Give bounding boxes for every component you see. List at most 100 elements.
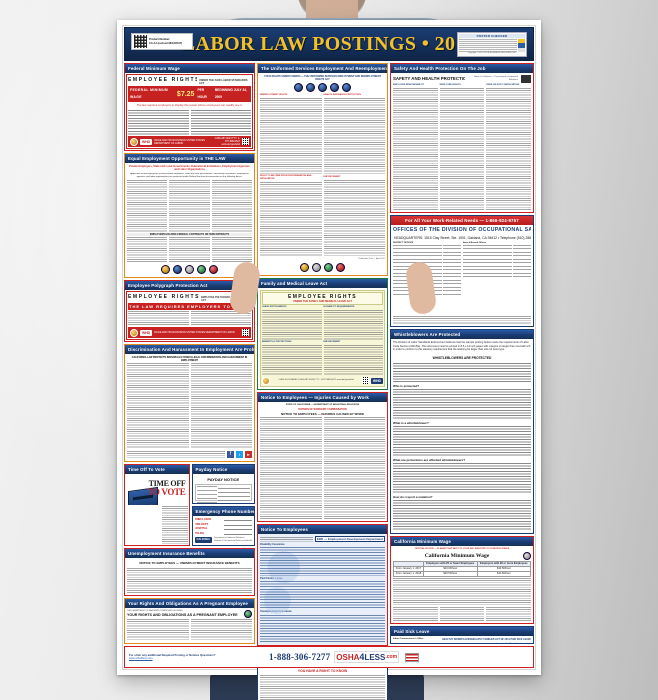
eppa-body-col1 xyxy=(128,311,189,326)
emergency-input[interactable] xyxy=(224,527,252,531)
footer-phone-number[interactable]: 1-888-306-7277 xyxy=(269,652,331,662)
eppa-headline: EMPLOYEE RIGHTS xyxy=(128,294,200,300)
ui-heading: NOTICE TO EMPLOYEES — UNEMPLOYMENT INSUR… xyxy=(139,561,240,565)
amer-body xyxy=(260,675,385,700)
nte-section-heading: Disability Insurance xyxy=(260,543,285,546)
dol-seal-icon xyxy=(262,376,270,385)
shp-body-col3 xyxy=(486,88,532,210)
wb-intro: The Division of Labor Standards Enforcem… xyxy=(393,341,531,352)
cmw-foot-col1 xyxy=(393,607,438,621)
poster-footer: For other any additional Required Postin… xyxy=(124,646,534,668)
wb-question: What are protections are afforded whistl… xyxy=(393,457,466,462)
osha-dir-heading: OFFICES OF THE DIVISION OF OCCUPATIONAL … xyxy=(393,227,531,233)
payday-field-input[interactable] xyxy=(218,502,250,503)
payday-field-label xyxy=(196,494,217,497)
flag-icon xyxy=(405,652,420,662)
labor-law-poster[interactable]: Product Number: CA-A1 (revised 06/12/201… xyxy=(117,20,541,700)
payday-field-label xyxy=(196,490,217,493)
panel-safety-and-health-protection-on-the-job[interactable]: Safety And Health Protection On The Job … xyxy=(390,63,534,213)
shp-section-heading: FREE ON-SITE CONSULTATION xyxy=(486,84,520,86)
panel-title: Notice To Employees xyxy=(258,525,387,534)
qr-code-icon xyxy=(242,138,249,145)
panel-payday-notice[interactable]: Payday Notice PAYDAY NOTICE xyxy=(191,464,255,504)
emergency-input[interactable] xyxy=(224,523,252,526)
panel-family-and-medical-leave-act[interactable]: Family and Medical Leave Act EMPLOYEE RI… xyxy=(257,278,388,390)
userra-footer: Publication Date — April 2017 xyxy=(358,258,385,261)
injury-subheading: DIVISION OF WORKERS' COMPENSATION xyxy=(298,408,347,411)
eppa-agency-text: WAGE AND HOUR DIVISION UNITED STATES DEP… xyxy=(154,331,235,334)
panel-title: Whistleblowers Are Protected xyxy=(391,330,533,339)
nte-intro xyxy=(260,536,313,542)
footer-link[interactable]: www.osha4less.com xyxy=(129,657,153,661)
panel-pregnant-employee-rights[interactable]: Your Rights And Obligations As A Pregnan… xyxy=(124,598,255,644)
payday-field-label xyxy=(196,502,217,503)
osha-dir-address: HEADQUARTERS: 1515 Clay Street, Ste. 190… xyxy=(394,236,531,240)
eeo-body2-col3 xyxy=(211,237,252,263)
military-branch-icon xyxy=(330,83,339,93)
userra-icon-row xyxy=(260,82,385,93)
fmla-section-heading: LEAVE ENTITLEMENTS xyxy=(262,306,287,309)
userra-body-col2 xyxy=(323,98,385,176)
wb-question: What is a whistleblower? xyxy=(393,420,429,425)
fmw-note: The law requires employers to display th… xyxy=(136,103,243,107)
injury-body-col1 xyxy=(260,417,322,519)
qr-code-icon xyxy=(242,329,249,336)
userra-heading: YOUR RIGHTS UNDER USERRA — THE UNIFORMED… xyxy=(264,75,381,82)
emergency-label: POLICE xyxy=(194,531,205,535)
youtube-icon[interactable]: ► xyxy=(245,451,252,458)
panel-unemployment-insurance-benefits[interactable]: Unemployment Insurance Benefits NOTICE T… xyxy=(124,548,255,596)
panel-federal-minimum-wage[interactable]: Federal Minimum Wage EMPLOYEE RIGHTS UND… xyxy=(124,63,255,151)
fmw-headline: EMPLOYEE RIGHTS xyxy=(128,77,197,83)
qr-code-icon xyxy=(134,35,147,48)
product-number-line2: CA-A1 (revised 06/12/2017) xyxy=(149,41,183,45)
logo-less-text: LESS xyxy=(364,652,386,662)
fmw-agency-text: WAGE AND HOUR DIVISION UNITED STATES DEP… xyxy=(154,138,205,145)
payday-field-input[interactable] xyxy=(217,498,250,501)
cmw-foot-col2 xyxy=(439,607,485,621)
fmla-body-col1 xyxy=(262,310,322,341)
panel-notice-injuries-caused-by-work[interactable]: Notice to Employees — Injuries Caused by… xyxy=(257,392,388,522)
fmla-body-col1b xyxy=(262,345,322,375)
panel-uniformed-services-userra[interactable]: The Uniformed Services Employment And Re… xyxy=(257,63,388,276)
pregnant-body-col2 xyxy=(190,619,252,641)
cmw-cell: $10.50/hour xyxy=(422,571,478,577)
pregnant-heading: YOUR RIGHTS AND OBLIGATIONS AS A PREGNAN… xyxy=(127,613,238,617)
payday-field-input[interactable] xyxy=(217,490,250,493)
panel-time-off-to-vote[interactable]: Time Off To Vote TIME OFF TO VOTE xyxy=(124,464,190,546)
dol-seal-icon xyxy=(300,263,309,272)
payday-field-input[interactable] xyxy=(217,486,250,489)
whd-badge: WHD xyxy=(370,377,383,384)
fmla-section-heading: BENEFITS & PROTECTIONS xyxy=(262,341,292,344)
emergency-input[interactable] xyxy=(224,518,252,522)
panel-paid-sick-leave[interactable]: Paid Sick Leave Labor Commissioner's Off… xyxy=(390,626,534,644)
panel-whistleblowers-are-protected[interactable]: Whistleblowers Are Protected The Divisio… xyxy=(390,329,534,534)
emergency-input[interactable] xyxy=(224,532,252,535)
panel-equal-employment-opportunity[interactable]: Equal Employment Opportunity is THE LAW … xyxy=(124,153,255,278)
ofccp-seal-icon xyxy=(185,265,194,274)
userra-section-heading: RIGHT TO BE FREE FROM DISCRIMINATION AND… xyxy=(260,174,312,180)
whd-badge: WHD xyxy=(140,138,153,145)
cmw-body xyxy=(393,578,531,606)
facebook-icon[interactable]: f xyxy=(227,451,234,458)
dol-seal-icon xyxy=(130,137,138,146)
panel-title: Your Rights And Obligations As A Pregnan… xyxy=(125,599,254,608)
fmw-headline-sub: UNDER THE FAIR LABOR STANDARDS ACT xyxy=(198,79,248,85)
payday-field-input[interactable] xyxy=(217,494,250,497)
panel-emergency-phone-numbers[interactable]: Emergency Phone Numbers AMBULANCE FIRE D… xyxy=(191,506,255,546)
osha-dir-col2: Area & Branch Offices xyxy=(463,242,531,315)
shp-body-col1 xyxy=(393,88,438,210)
payday-field-label xyxy=(196,498,217,501)
osha4less-logo[interactable]: OSHA 4 LESS .com xyxy=(334,651,400,663)
emergency-label: HOSPITAL xyxy=(194,527,208,531)
military-branch-icon xyxy=(306,83,315,93)
panel-title: The Uniformed Services Employment And Re… xyxy=(258,64,387,73)
payday-form[interactable] xyxy=(194,484,252,503)
nte-body1 xyxy=(260,547,385,576)
fmw-wage-value: $7.25 xyxy=(176,90,195,98)
nte-body3 xyxy=(260,614,385,644)
panel-california-minimum-wage[interactable]: California Minimum Wage OFFICIAL NOTICE … xyxy=(390,536,534,624)
panel-notice-to-employees[interactable]: Notice To Employees EDD — Employment Dev… xyxy=(257,524,388,646)
panel-discrimination-harassment-prohibited[interactable]: Discrimination And Harassment In Employm… xyxy=(124,344,255,462)
wb-body3 xyxy=(393,462,531,494)
twitter-icon[interactable]: t xyxy=(236,451,243,458)
